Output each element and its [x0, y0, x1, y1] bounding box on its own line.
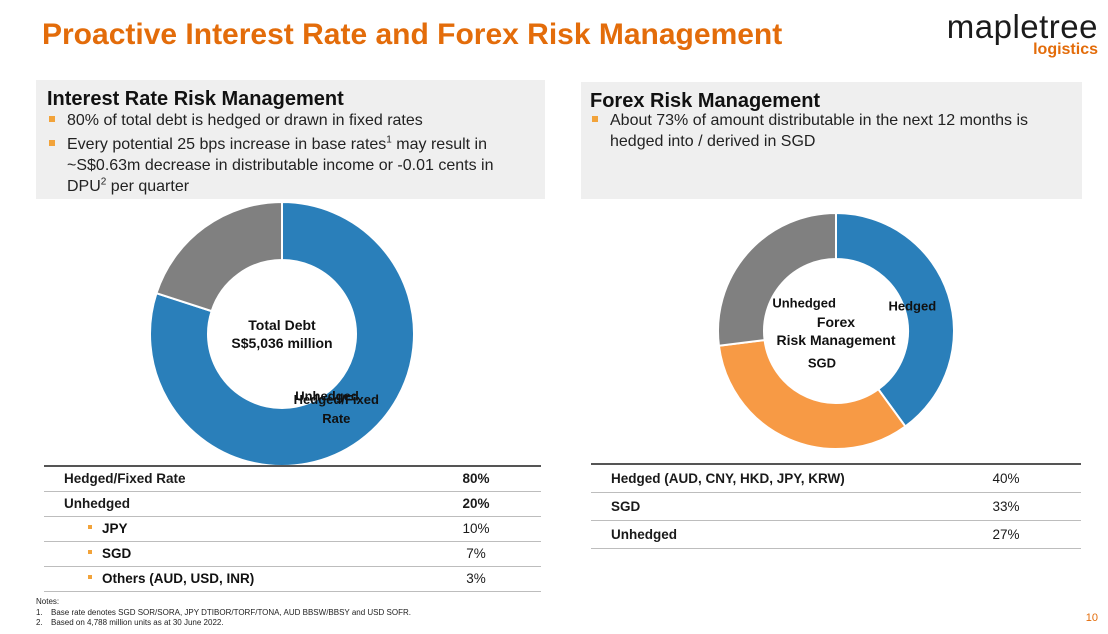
table-row: JPY 10% — [44, 516, 541, 541]
interest-bullet-1: 80% of total debt is hedged or drawn in … — [47, 110, 537, 131]
table-row: SGD 33% — [591, 492, 1081, 520]
table-row: Hedged/Fixed Rate 80% — [44, 466, 541, 491]
note-number: 1. — [36, 607, 43, 617]
row-value: 10% — [462, 521, 490, 536]
interest-bullet-2: Every potential 25 bps increase in base … — [47, 134, 537, 197]
note-number: 2. — [36, 618, 43, 627]
row-label: SGD — [611, 498, 641, 514]
donut-slice — [717, 338, 907, 450]
page-title: Proactive Interest Rate and Forex Risk M… — [42, 18, 783, 51]
note-1: 1. Base rate denotes SGD SOR/SORA, JPY DT… — [36, 608, 411, 619]
slice-label-line2: Rate — [322, 410, 351, 426]
interest-rate-table: Hedged/Fixed Rate 80% Unhedged 20% JPY 1… — [44, 465, 541, 592]
row-value: 20% — [462, 496, 490, 511]
row-label: Unhedged — [64, 496, 130, 511]
forex-table: Hedged (AUD, CNY, HKD, JPY, KRW) 40% SGD… — [591, 463, 1081, 549]
interest-bullet-2-part-c: per quarter — [106, 178, 190, 195]
row-value: 27% — [992, 526, 1020, 542]
note-text: Base rate denotes SGD SOR/SORA, JPY DTIB… — [51, 607, 411, 617]
center-label-line1: Total Debt — [248, 317, 316, 333]
slice-label-line1: Hedged/Fixed — [293, 391, 379, 407]
center-label-line1: Forex — [816, 314, 856, 330]
table-row: Unhedged 27% — [591, 520, 1081, 548]
bullet-square-icon — [88, 525, 92, 530]
slice-label: SGD — [808, 354, 836, 373]
footnote-ref-2: 2 — [100, 176, 107, 188]
row-label: SGD — [44, 541, 411, 566]
logo-main-text: mapletree — [946, 8, 1098, 45]
donut-svg — [150, 202, 414, 466]
notes-heading: Notes: — [36, 597, 60, 606]
donut-slice — [150, 202, 414, 466]
interest-rate-bullets: 80% of total debt is hedged or drawn in … — [47, 110, 537, 200]
table-row: Hedged (AUD, CNY, HKD, JPY, KRW) 40% — [591, 464, 1081, 492]
forex-bullets: About 73% of amount distributable in the… — [590, 110, 1075, 155]
row-value: 33% — [992, 498, 1020, 514]
row-label: Others (AUD, USD, INR) — [44, 566, 411, 591]
bullet-square-icon — [88, 550, 92, 555]
interest-rate-heading: Interest Rate Risk Management — [47, 88, 344, 110]
row-label: Hedged (AUD, CNY, HKD, JPY, KRW) — [611, 470, 845, 486]
row-label: JPY — [44, 516, 411, 541]
row-value: 7% — [466, 546, 486, 561]
donut-slice — [717, 211, 837, 347]
slice-label-line1: SGD — [807, 355, 837, 371]
center-label-line2: S$5,036 million — [231, 335, 333, 351]
donut-center-label: Forex Risk Management — [776, 313, 895, 349]
donut-slice — [835, 211, 955, 428]
note-2: 2. Based on 4,788 million units as at 30 … — [36, 618, 411, 629]
row-label-text: JPY — [102, 521, 128, 536]
row-value: 3% — [466, 571, 486, 586]
forex-donut-chart: Forex Risk Management Hedged SGD Unhedged — [705, 200, 967, 462]
forex-bullet-1: About 73% of amount distributable in the… — [590, 110, 1075, 152]
row-label-text: SGD — [102, 546, 132, 561]
interest-bullet-2-part-b: may result in ~S$0.63m decrease in distr… — [67, 136, 494, 195]
forex-panel: Forex Risk Management About 73% of amoun… — [581, 82, 1082, 199]
row-label: Unhedged — [611, 526, 677, 542]
slice-label-line1: Unhedged — [295, 388, 359, 404]
page-number: 10 — [1085, 612, 1098, 624]
donut-center-label: Total Debt S$5,036 million — [231, 316, 332, 352]
note-text: Based on 4,788 million units as at 30 Ju… — [51, 618, 224, 627]
center-label-line2: Risk Management — [776, 332, 896, 348]
interest-bullet-2-part-a: Every potential 25 bps increase in base … — [67, 136, 387, 153]
logo-sub-text: logistics — [1033, 41, 1098, 58]
footnote-ref-1: 1 — [386, 134, 392, 146]
row-label-text: Others (AUD, USD, INR) — [102, 571, 255, 586]
donut-slice — [155, 202, 283, 313]
footnotes: Notes: 1. Base rate denotes SGD SOR/SORA,… — [36, 597, 411, 629]
slice-label: Unhedged — [295, 386, 359, 405]
slice-label: Hedged — [888, 297, 936, 316]
row-value: 80% — [462, 471, 490, 487]
table-row: Unhedged 20% — [44, 491, 541, 516]
row-label: Hedged/Fixed Rate — [64, 471, 186, 487]
interest-rate-panel: Interest Rate Risk Management 80% of tot… — [36, 80, 545, 199]
slice-label-line1: Hedged — [888, 298, 937, 314]
bullet-square-icon — [88, 575, 92, 580]
total-debt-donut-chart: Total Debt S$5,036 million Hedged/Fixed R… — [150, 202, 414, 466]
donut-svg — [717, 211, 955, 450]
slice-label-line1: Unhedged — [772, 295, 836, 311]
slice-label: Unhedged — [772, 293, 836, 312]
forex-heading: Forex Risk Management — [590, 90, 821, 112]
company-logo: mapletree logistics — [918, 8, 1098, 64]
slice-label: Hedged/Fixed Rate — [294, 390, 379, 428]
row-value: 40% — [992, 470, 1020, 486]
table-row: SGD 7% — [44, 541, 541, 566]
table-row: Others (AUD, USD, INR) 3% — [44, 566, 541, 591]
